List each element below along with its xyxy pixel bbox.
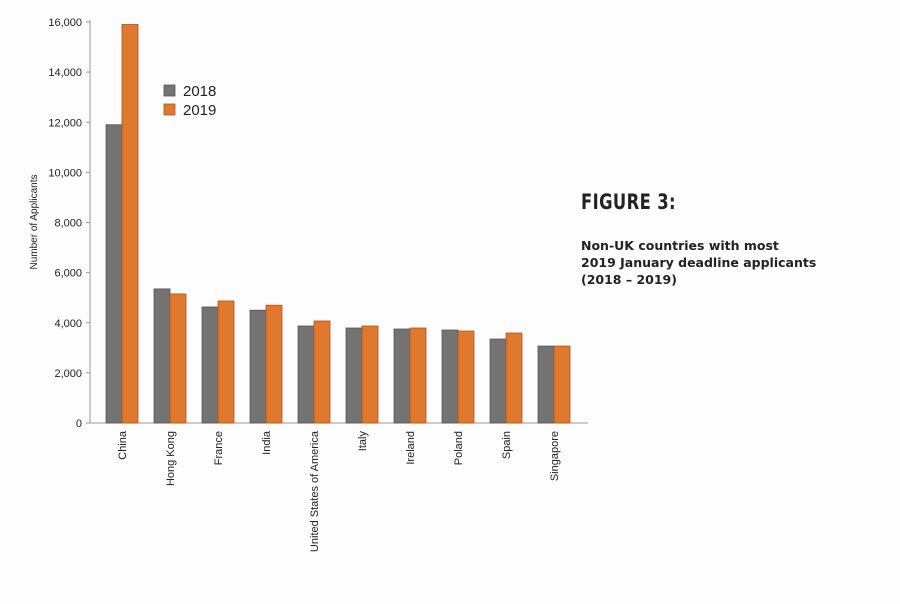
bar-2018 [537, 345, 555, 424]
y-tick-label: 0 [76, 418, 82, 430]
subtitle-line: (2018 – 2019) [581, 272, 677, 287]
y-tick-label: 14,000 [48, 67, 82, 79]
bar-2018 [153, 288, 171, 424]
y-tick-label: 4,000 [54, 318, 82, 330]
x-tick-label: Ireland [405, 431, 417, 465]
bar-2019 [505, 332, 523, 424]
x-tick-label: China [117, 430, 129, 460]
x-tick-label: India [261, 430, 273, 455]
bar-2018 [201, 306, 219, 424]
y-tick-label: 6,000 [54, 268, 82, 280]
bar-2018 [393, 328, 411, 424]
bar-2019 [121, 24, 139, 424]
legend-label: 2018 [183, 83, 216, 100]
bar-2019 [169, 293, 187, 424]
bar-2018 [441, 329, 459, 424]
y-tick-label: 12,000 [48, 117, 82, 129]
x-tick-label: Singapore [549, 431, 561, 481]
x-tick-label: Italy [357, 431, 369, 452]
figure-subtitle: Non-UK countries with most 2019 January … [581, 237, 841, 288]
y-axis-label: Number of Applicants [29, 174, 40, 269]
legend-swatch-2019 [163, 103, 176, 116]
bar-2019 [409, 327, 427, 424]
x-tick-label: Hong Kong [165, 431, 177, 486]
y-tick-label: 10,000 [48, 167, 82, 179]
subtitle-line: Non-UK countries with most [581, 238, 779, 253]
x-tick-label: Poland [453, 431, 465, 465]
bar-2019 [361, 325, 379, 424]
x-tick-label: France [213, 431, 225, 465]
bar-2019 [313, 320, 331, 424]
bar-2018 [297, 325, 315, 424]
y-tick-label: 2,000 [54, 368, 82, 380]
x-tick-label: United States of America [309, 430, 321, 552]
figure-title: FIGURE 3: [581, 190, 677, 214]
bar-2019 [457, 330, 475, 424]
x-tick-label: Spain [501, 431, 513, 459]
legend-label: 2019 [183, 102, 216, 119]
bar-2019 [217, 300, 235, 424]
subtitle-line: 2019 January deadline applicants [581, 255, 817, 270]
bar-2018 [345, 327, 363, 424]
bar-2018 [249, 309, 267, 424]
bar-2019 [553, 345, 571, 424]
legend-swatch-2018 [163, 84, 176, 97]
bar-2018 [105, 124, 123, 424]
y-tick-label: 16,000 [48, 17, 82, 29]
y-tick-label: 8,000 [54, 218, 82, 230]
bar-2018 [489, 338, 507, 424]
bar-2019 [265, 304, 283, 424]
